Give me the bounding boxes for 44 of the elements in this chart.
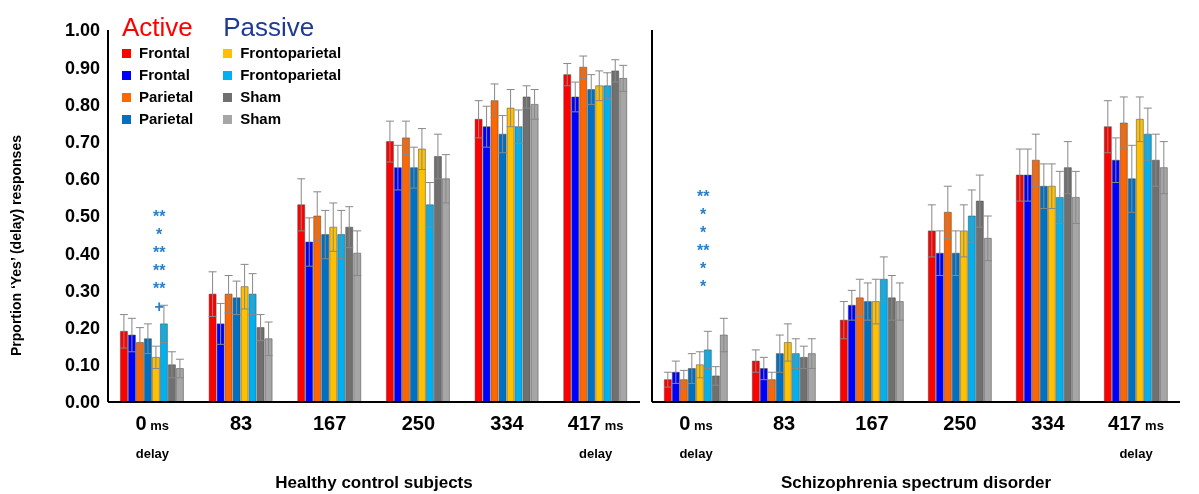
annotation: * bbox=[700, 206, 707, 224]
y-tick-label: 0.50 bbox=[64, 206, 100, 227]
y-tick-label: 0.70 bbox=[64, 131, 100, 152]
annotation: ** bbox=[153, 262, 166, 280]
y-axis-title: Prportion ‘Yes’ (delay) responses bbox=[7, 134, 24, 356]
y-tick-label: 0.40 bbox=[64, 243, 100, 264]
annotation: * bbox=[700, 260, 707, 278]
legend-label: Parietal bbox=[138, 87, 194, 107]
y-tick-label: 0.60 bbox=[64, 169, 100, 190]
legend-label: Sham bbox=[239, 87, 283, 107]
legend-label: Frontoparietal bbox=[239, 43, 342, 63]
x-tick-label: 250 bbox=[401, 412, 436, 434]
x-tick-label: 83 bbox=[772, 412, 796, 434]
x-axis-title: Schizophrenia spectrum disorder bbox=[780, 473, 1052, 492]
annotation: ** bbox=[697, 242, 710, 260]
annotation: + bbox=[154, 298, 164, 316]
annotation: Passive bbox=[223, 12, 316, 42]
annotation: ** bbox=[153, 280, 166, 298]
y-tick-label: 0.20 bbox=[64, 317, 100, 338]
legend-label: Parietal bbox=[138, 109, 194, 129]
annotation: * bbox=[700, 224, 707, 242]
legend-label: Frontal bbox=[138, 43, 191, 63]
x-tick-label: 334 bbox=[490, 412, 525, 434]
annotation: ** bbox=[153, 208, 166, 226]
annotation: * bbox=[156, 226, 163, 244]
x-axis-title: Healthy control subjects bbox=[275, 473, 473, 492]
x-tick-label: 250 bbox=[943, 412, 977, 434]
y-tick-label: 0.10 bbox=[64, 355, 100, 376]
x-tick-label: 334 bbox=[1031, 412, 1066, 434]
annotation: * bbox=[700, 278, 707, 296]
annotation: ** bbox=[153, 244, 166, 262]
y-tick-label: 1.00 bbox=[64, 20, 100, 41]
legend-label: Sham bbox=[239, 109, 283, 129]
legend-label: Frontoparietal bbox=[239, 65, 342, 85]
x-tick-label: 167 bbox=[855, 412, 889, 434]
y-tick-label: 0.30 bbox=[64, 280, 100, 301]
legend-label: Frontal bbox=[138, 65, 191, 85]
x-tick-label: 83 bbox=[229, 412, 253, 434]
y-tick-label: 0.00 bbox=[64, 392, 100, 413]
x-tick-label: 167 bbox=[312, 412, 347, 434]
y-tick-label: 0.90 bbox=[64, 57, 100, 78]
annotation: Active bbox=[122, 12, 194, 42]
y-tick-label: 0.80 bbox=[64, 94, 100, 115]
annotation: ** bbox=[697, 188, 710, 206]
